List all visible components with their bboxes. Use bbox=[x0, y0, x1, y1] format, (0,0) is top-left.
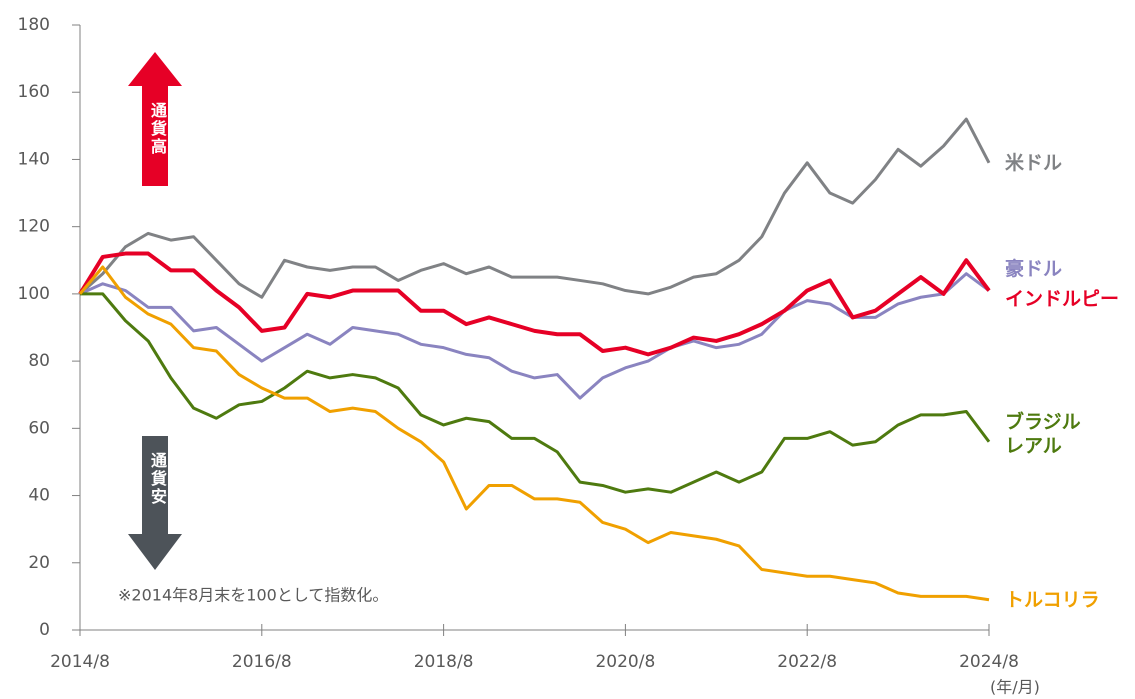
x-tick-label: 2014/8 bbox=[50, 652, 110, 672]
annotation: 通貨高 bbox=[148, 102, 167, 156]
series-label: インドルピー bbox=[1005, 287, 1120, 310]
x-tick-label: 2016/8 bbox=[232, 652, 292, 672]
y-tick-label: 160 bbox=[18, 82, 50, 102]
y-tick-label: 60 bbox=[28, 418, 50, 438]
x-tick-label: 2024/8 bbox=[959, 652, 1019, 672]
series-label: トルコリラ bbox=[1005, 588, 1100, 611]
x-tick-label: 2020/8 bbox=[595, 652, 655, 672]
down-arrow bbox=[128, 436, 182, 570]
line bbox=[79, 117, 991, 299]
y-tick-label: 0 bbox=[39, 620, 50, 640]
y-tick-label: 100 bbox=[18, 284, 50, 304]
y-tick-label: 80 bbox=[28, 351, 50, 371]
y-tick-label: 140 bbox=[18, 149, 50, 169]
line bbox=[79, 272, 990, 400]
x-tick-label: 2018/8 bbox=[414, 652, 474, 672]
up-arrow bbox=[128, 52, 182, 186]
y-tick-label: 20 bbox=[28, 553, 50, 573]
x-tick-label: 2022/8 bbox=[777, 652, 837, 672]
series-label: ブラジル レアル bbox=[1005, 410, 1081, 457]
y-tick-label: 180 bbox=[18, 15, 50, 35]
note: ※2014年8月末を100として指数化。 bbox=[118, 586, 388, 605]
y-tick-label: 120 bbox=[18, 217, 50, 237]
line bbox=[80, 292, 991, 494]
series-label: 豪ドル bbox=[1005, 257, 1063, 280]
series-label: 米ドル bbox=[1005, 151, 1063, 174]
line bbox=[78, 251, 991, 357]
line bbox=[78, 265, 990, 602]
y-tick-label: 40 bbox=[28, 486, 50, 506]
annotation: 通貨安 bbox=[148, 452, 167, 506]
x-unit: (年/月) bbox=[990, 678, 1040, 697]
